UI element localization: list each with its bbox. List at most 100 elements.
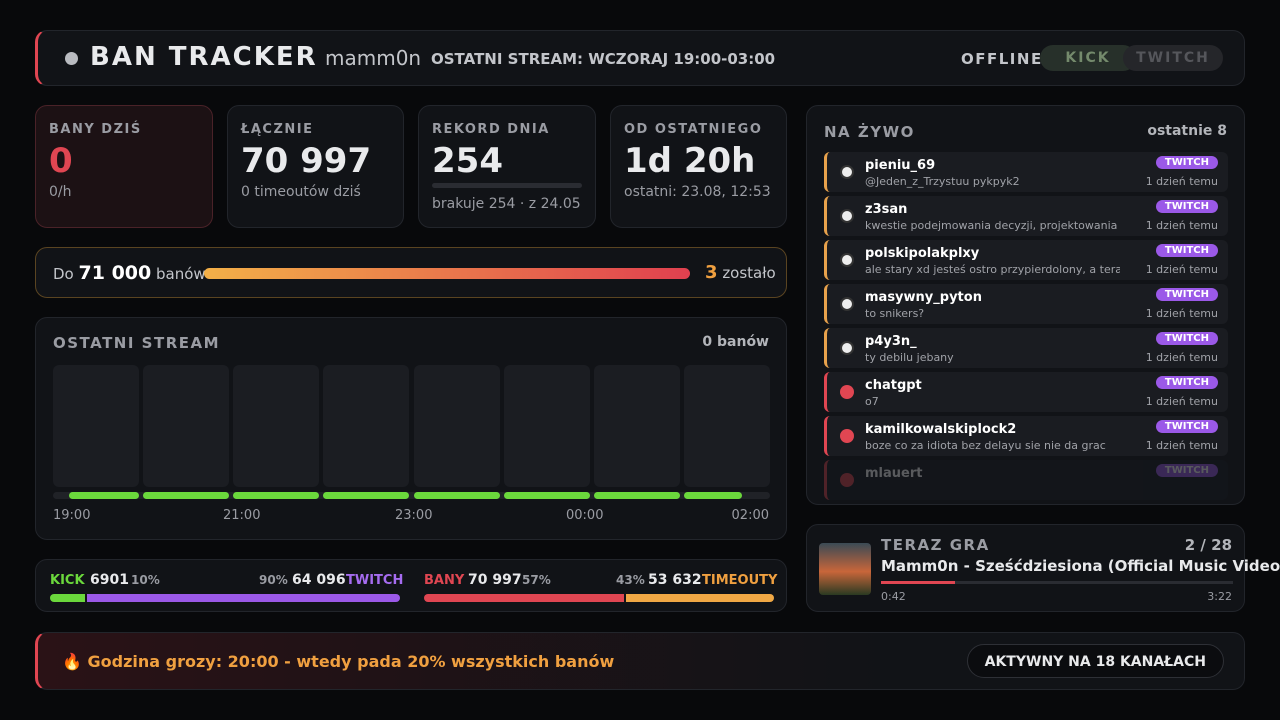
message: kwestie podejmowania decyzji, projektowa… <box>865 219 1120 232</box>
stat-card: OD OSTATNIEGO 1d 20h ostatni: 23.08, 12:… <box>610 105 787 228</box>
progress-track <box>881 581 1233 584</box>
user: p4y3n_ <box>865 334 917 349</box>
stat-label: OD OSTATNIEGO <box>624 122 763 137</box>
panel-title: OSTATNI STREAM <box>53 334 221 352</box>
cover <box>819 543 871 595</box>
slot <box>414 365 500 487</box>
twitch-pct: 90% <box>259 573 288 587</box>
slot <box>323 365 409 487</box>
live-item[interactable]: polskipolakplxy ale stary xd jesteś ostro… <box>824 240 1228 280</box>
time-label: 21:00 <box>223 508 261 523</box>
header: BAN TRACKER mamm0n OSTATNI STREAM: WCZOR… <box>35 30 1245 86</box>
activity <box>504 492 590 499</box>
panel-title: NA ŻYWO <box>824 123 915 141</box>
stat-sub: ostatni: 23.08, 12:53 <box>624 184 771 200</box>
slot <box>684 365 770 487</box>
time: 1 dzień temu <box>1145 351 1218 364</box>
live-item[interactable]: pieniu_69 @Jeden_z_Trzystuu pykpyk2 TWITCH… <box>824 152 1228 192</box>
stat-card: REKORD DNIA 254 brakuje 254 · z 24.05 <box>418 105 596 228</box>
remaining-label: zostało <box>722 264 776 282</box>
timeout-icon <box>840 209 854 223</box>
count-label: ostatnie 8 <box>1147 123 1227 139</box>
twitch-share <box>85 594 400 602</box>
panel-title: TERAZ GRA <box>881 536 990 554</box>
time-label: 23:00 <box>395 508 433 523</box>
live-item[interactable]: mlauert TWITCH <box>824 460 1228 500</box>
stat-label: REKORD DNIA <box>432 122 550 137</box>
goal-suffix: banów <box>156 265 206 283</box>
user: z3san <box>865 202 908 217</box>
platform-bar <box>50 594 400 602</box>
live-item[interactable]: masywny_pyton to snikers? TWITCH 1 dzień te… <box>824 284 1228 324</box>
kick-share <box>50 594 85 602</box>
goal-panel: Do 71 000 banów 3 zostało <box>35 247 787 298</box>
note: 🔥 Godzina grozy: 20:00 - wtedy pada 20% … <box>62 652 615 671</box>
timeout-icon <box>840 253 854 267</box>
remaining-count: 3 <box>705 262 718 283</box>
ban-count: 0 banów <box>702 334 769 350</box>
bans-pct: 57% <box>522 573 551 587</box>
twitch-badge[interactable]: TWITCH <box>1123 45 1223 71</box>
stat-sub: brakuje 254 · z 24.05 <box>432 196 581 212</box>
message: ty debilu jebany <box>865 351 954 364</box>
song: Mamm0n - Sześćdziesiona (Official Music … <box>881 557 1280 575</box>
ban-icon <box>840 385 854 399</box>
stat-value: 70 997 <box>241 141 372 181</box>
live-item[interactable]: p4y3n_ty debilu jebany TWITCH 1 dzień temu <box>824 328 1228 368</box>
title: BAN TRACKER <box>90 42 318 72</box>
kick-label: KICK <box>50 573 85 588</box>
goal-bar <box>204 268 690 279</box>
kick-count: 6901 <box>90 572 129 588</box>
live-item[interactable]: z3san kwestie podejmowania decyzji, proje… <box>824 196 1228 236</box>
message: to snikers? <box>865 307 925 320</box>
platform: TWITCH <box>1155 332 1218 345</box>
timeouts-count: 53 632 <box>648 572 702 588</box>
twitch-label: TWITCH <box>346 573 404 588</box>
live-item[interactable]: chatgpt o7 TWITCH 1 dzień temu <box>824 372 1228 412</box>
ban-icon <box>840 429 854 443</box>
message: ale stary xd jesteś ostro przypierdolony… <box>865 263 1120 276</box>
message: @Jeden_z_Trzystuu pykpyk2 <box>865 175 1020 188</box>
platform: TWITCH <box>1155 420 1218 433</box>
slot <box>233 365 319 487</box>
time: 1 dzień temu <box>1145 175 1218 188</box>
bans-count: 70 997 <box>468 572 522 588</box>
platform: TWITCH <box>1155 464 1218 477</box>
channels: AKTYWNY NA 18 KANAŁACH <box>966 644 1224 678</box>
status: OFFLINE <box>961 50 1043 68</box>
platform: TWITCH <box>1155 288 1218 301</box>
status-dot <box>65 52 78 65</box>
timeout-icon <box>840 341 854 355</box>
user: pieniu_69 <box>865 158 936 173</box>
live-item[interactable]: kamilkowalskiplock2 boze co za idiota bez… <box>824 416 1228 456</box>
user: mlauert <box>865 466 923 481</box>
timeout-icon <box>840 165 854 179</box>
kick-badge[interactable]: KICK <box>1040 45 1136 71</box>
activity <box>143 492 229 499</box>
bans-label: BANY <box>424 573 465 588</box>
activity <box>414 492 500 499</box>
activity <box>69 492 139 499</box>
goal-target: 71 000 <box>78 262 152 284</box>
activity <box>233 492 319 499</box>
timeout-icon <box>840 297 854 311</box>
user: polskipolakplxy <box>865 246 980 261</box>
stat-value: 1d 20h <box>624 141 756 181</box>
timeline-track <box>53 492 770 499</box>
record-bar <box>432 183 582 188</box>
activity <box>684 492 742 499</box>
timeouts-share <box>623 594 774 602</box>
user: kamilkowalskiplock2 <box>865 422 1017 437</box>
time: 1 dzień temu <box>1145 439 1218 452</box>
twitch-count: 64 096 <box>292 572 346 588</box>
position: 2 / 28 <box>1184 536 1232 554</box>
now-playing: TERAZ GRA 2 / 28 Mamm0n - Sześćdziesiona… <box>806 524 1280 612</box>
slot <box>504 365 590 487</box>
platform: TWITCH <box>1155 376 1218 389</box>
timeouts-pct: 43% <box>616 573 645 587</box>
stat-sub: 0 timeoutów dziś <box>241 184 361 200</box>
time-label: 02:00 <box>731 508 769 523</box>
activity <box>594 492 680 499</box>
time: 1 dzień temu <box>1145 263 1218 276</box>
